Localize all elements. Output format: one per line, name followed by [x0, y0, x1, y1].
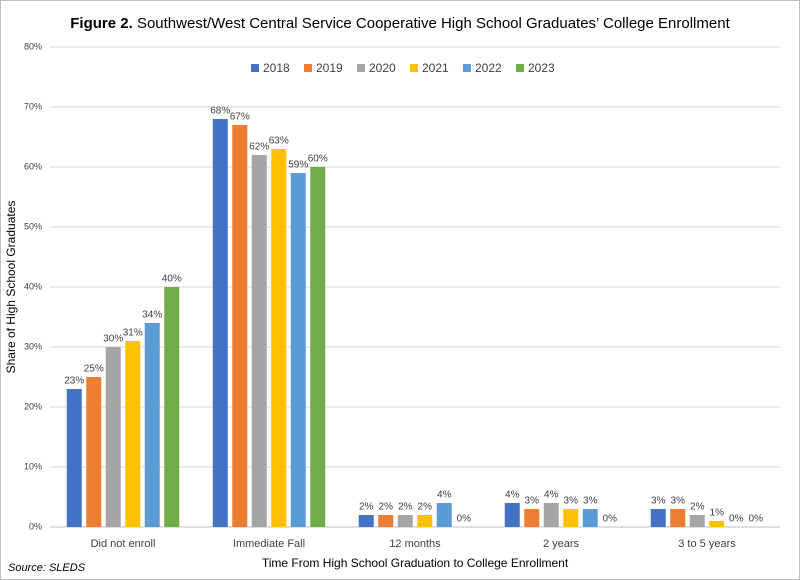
legend-swatch — [304, 64, 312, 72]
legend-swatch — [251, 64, 259, 72]
bar — [66, 389, 82, 527]
title-text: Southwest/West Central Service Cooperati… — [137, 15, 731, 32]
value-label: 68% — [210, 106, 230, 117]
x-axis-title: Time From High School Graduation to Coll… — [262, 556, 569, 570]
bar — [689, 515, 705, 527]
value-label: 63% — [269, 136, 289, 147]
y-tick-label: 60% — [24, 161, 42, 171]
bar — [524, 509, 540, 527]
value-label: 3% — [671, 496, 686, 507]
y-tick-label: 20% — [24, 401, 42, 411]
x-tick-label: 2 years — [543, 538, 580, 550]
value-label: 3% — [651, 496, 666, 507]
legend-label: 2019 — [316, 61, 343, 75]
y-tick-label: 10% — [24, 461, 42, 471]
bar — [543, 503, 559, 527]
bar — [125, 341, 141, 527]
bar — [563, 509, 579, 527]
y-tick-label: 50% — [24, 221, 42, 231]
value-label: 31% — [123, 328, 143, 339]
legend-label: 2022 — [475, 61, 502, 75]
value-label: 2% — [398, 502, 413, 513]
bar — [310, 167, 326, 527]
bar — [582, 509, 598, 527]
bar — [86, 377, 102, 527]
legend-swatch — [410, 64, 418, 72]
bar — [232, 125, 248, 527]
value-label: 62% — [249, 142, 269, 153]
bar — [290, 173, 306, 527]
x-tick-label: 12 months — [389, 538, 441, 550]
x-tick-label: 3 to 5 years — [678, 538, 736, 550]
value-label: 40% — [162, 274, 182, 285]
value-label: 4% — [437, 490, 452, 501]
y-tick-label: 30% — [24, 341, 42, 351]
bar — [164, 287, 180, 527]
bar — [650, 509, 666, 527]
value-label: 60% — [308, 154, 328, 165]
bar — [709, 521, 725, 527]
bar — [504, 503, 520, 527]
bar — [212, 119, 228, 527]
legend-label: 2023 — [528, 61, 555, 75]
legend-swatch — [463, 64, 471, 72]
bar — [417, 515, 433, 527]
x-tick-label: Did not enroll — [91, 538, 156, 550]
bar — [397, 515, 413, 527]
value-label: 23% — [64, 376, 84, 387]
y-tick-label: 40% — [24, 281, 42, 291]
value-label: 0% — [749, 514, 764, 525]
y-tick-label: 70% — [24, 101, 42, 111]
bar — [436, 503, 452, 527]
y-tick-label: 80% — [24, 41, 42, 51]
chart-title: Figure 2. Southwest/West Central Service… — [70, 15, 730, 32]
value-label: 25% — [84, 364, 104, 375]
legend-label: 2021 — [422, 61, 449, 75]
title-label: Figure 2. — [70, 15, 133, 32]
source-note: Source: SLEDS — [8, 562, 86, 574]
value-label: 2% — [379, 502, 394, 513]
bar — [251, 155, 267, 527]
value-label: 59% — [288, 160, 308, 171]
legend-swatch — [516, 64, 524, 72]
value-label: 1% — [710, 508, 725, 519]
bar — [271, 149, 287, 527]
legend-label: 2018 — [263, 61, 290, 75]
value-label: 0% — [603, 514, 618, 525]
value-label: 4% — [544, 490, 559, 501]
bar — [378, 515, 394, 527]
bar — [670, 509, 686, 527]
value-label: 0% — [457, 514, 472, 525]
value-label: 34% — [142, 310, 162, 321]
value-label: 3% — [583, 496, 598, 507]
value-label: 2% — [359, 502, 374, 513]
legend-label: 2020 — [369, 61, 396, 75]
value-label: 2% — [418, 502, 433, 513]
bar — [358, 515, 374, 527]
x-tick-label: Immediate Fall — [233, 538, 305, 550]
bar — [105, 347, 121, 527]
value-label: 4% — [505, 490, 520, 501]
value-label: 67% — [230, 112, 250, 123]
legend-swatch — [357, 64, 365, 72]
y-tick-label: 0% — [29, 521, 42, 531]
value-label: 0% — [729, 514, 744, 525]
value-label: 30% — [103, 334, 123, 345]
value-label: 2% — [690, 502, 705, 513]
y-axis-title: Share of High School Graduates — [4, 201, 18, 374]
value-label: 3% — [525, 496, 540, 507]
value-label: 3% — [564, 496, 579, 507]
bar — [144, 323, 160, 527]
